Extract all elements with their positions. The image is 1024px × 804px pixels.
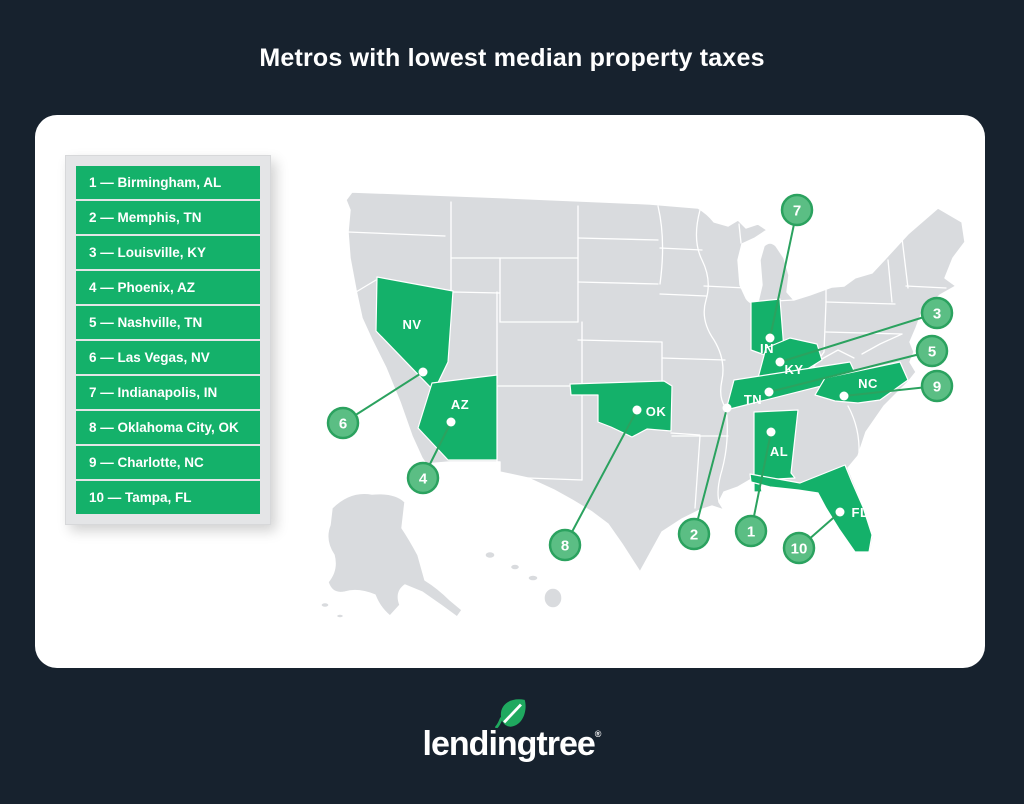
state-oklahoma (569, 380, 673, 438)
state-label-fl: FL (852, 505, 869, 520)
rank-badges: 1 2 3 4 5 6 7 (326, 193, 954, 565)
badge-1: 1 (734, 514, 768, 548)
badge-5: 5 (915, 334, 949, 368)
hawaii-island (509, 563, 521, 571)
leader-line-2 (693, 407, 728, 535)
legend-item: 2 — Memphis, TN (76, 201, 260, 234)
brand-wordmark: lendingtree® (422, 699, 602, 766)
state-label-in: IN (760, 341, 774, 356)
state-borders (347, 201, 947, 509)
marker-dot-louisville (775, 357, 785, 367)
svg-text:5: 5 (928, 344, 936, 361)
leader-line-5 (768, 350, 933, 393)
marker-dot-oklahoma-city (632, 405, 642, 415)
state-label-nv: NV (402, 317, 421, 332)
badge-9: 9 (920, 369, 954, 403)
state-nevada (375, 276, 454, 392)
state-label-az: AZ (451, 397, 469, 412)
svg-text:2: 2 (690, 527, 698, 544)
badge-10: 10 (782, 531, 816, 565)
hawaii-island (527, 574, 539, 582)
state-label-al: AL (770, 444, 788, 459)
legend-item: 3 — Louisville, KY (76, 236, 260, 269)
svg-text:10: 10 (791, 541, 808, 558)
state-label-tn: TN (744, 392, 762, 407)
badge-3: 3 (920, 296, 954, 330)
marker-dot-tampa (835, 507, 845, 517)
brand-logo: lendingtree® (0, 699, 1024, 766)
alaska (327, 492, 463, 618)
leader-line-7 (769, 209, 798, 339)
state-label-ok: OK (646, 404, 667, 419)
legend-panel: 1 — Birmingham, AL 2 — Memphis, TN 3 — L… (65, 155, 271, 525)
legend-item: 6 — Las Vegas, NV (76, 341, 260, 374)
legend-item: 8 — Oklahoma City, OK (76, 411, 260, 444)
badge-6: 6 (326, 406, 360, 440)
hawaii-island (484, 550, 496, 560)
legend-item: 10 — Tampa, FL (76, 481, 260, 514)
badge-4: 4 (406, 461, 440, 495)
marker-dot-charlotte (839, 391, 849, 401)
svg-text:1: 1 (747, 524, 755, 541)
hawaii-island (543, 587, 563, 609)
brand-name: lendingtree (422, 725, 596, 763)
marker-dot-phoenix (446, 417, 456, 427)
badge-8: 8 (548, 528, 582, 562)
marker-dot-memphis (722, 403, 732, 413)
us-map: NV AZ OK IN KY TN AL NC FL (310, 140, 985, 660)
badge-2: 2 (677, 517, 711, 551)
registered-mark: ® (594, 729, 602, 739)
svg-text:4: 4 (419, 471, 428, 488)
page-title: Metros with lowest median property taxes (259, 44, 765, 72)
state-arizona (417, 374, 498, 461)
state-label-nc: NC (858, 376, 878, 391)
marker-dot-birmingham (766, 427, 776, 437)
badge-7: 7 (780, 193, 814, 227)
marker-dot-las-vegas (418, 367, 428, 377)
state-florida (749, 464, 873, 553)
leader-line-3 (779, 312, 938, 363)
marker-dot-nashville (764, 387, 774, 397)
legend-item: 7 — Indianapolis, IN (76, 376, 260, 409)
main-card: 1 — Birmingham, AL 2 — Memphis, TN 3 — L… (35, 115, 985, 668)
legend-item: 5 — Nashville, TN (76, 306, 260, 339)
leaf-icon (494, 695, 528, 739)
city-markers (418, 333, 849, 517)
island (335, 613, 345, 619)
leader-line-8 (564, 409, 638, 546)
svg-text:9: 9 (933, 379, 941, 396)
legend-item: 4 — Phoenix, AZ (76, 271, 260, 304)
leader-line-1 (750, 431, 772, 532)
marker-dot-indianapolis (765, 333, 775, 343)
legend-item: 9 — Charlotte, NC (76, 446, 260, 479)
legend-item: 1 — Birmingham, AL (76, 166, 260, 199)
us-map-svg: NV AZ OK IN KY TN AL NC FL (320, 191, 966, 619)
island (320, 601, 330, 609)
svg-text:3: 3 (933, 306, 941, 323)
state-label-ky: KY (784, 362, 803, 377)
svg-text:7: 7 (793, 203, 801, 220)
svg-text:6: 6 (339, 416, 347, 433)
svg-text:8: 8 (561, 538, 569, 555)
state-labels: NV AZ OK IN KY TN AL NC FL (402, 317, 878, 520)
